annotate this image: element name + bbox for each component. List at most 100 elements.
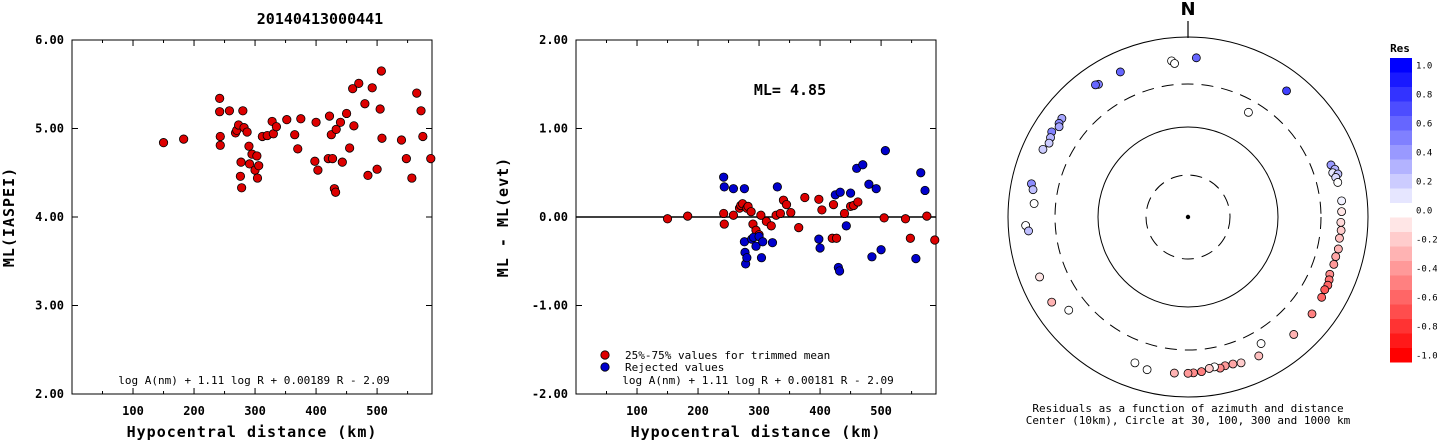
station-point	[1204, 364, 1214, 373]
colorbar-cells	[1390, 58, 1412, 363]
y-axis-title: ML(IASPEI)	[0, 167, 18, 267]
station-point	[1331, 252, 1341, 261]
rejected-point	[719, 172, 729, 182]
residual-distance-plot: 100 200 300 400 500 -2.00 -1.00 0.00 1.00 2.00 M…	[494, 33, 940, 441]
rejected-point	[767, 238, 778, 248]
x-ticks: 100 200 300 400 500	[102, 40, 409, 418]
data-points	[158, 66, 436, 197]
data-point	[237, 183, 247, 193]
x-axis-title: Hypocentral distance (km)	[631, 423, 882, 441]
colorbar-tick-label: 0.2	[1416, 177, 1432, 187]
ring-30km	[1145, 174, 1231, 260]
data-point	[215, 140, 225, 150]
center-dot	[1185, 214, 1191, 220]
data-point	[293, 144, 303, 154]
y-ticks: 2.00 3.00 4.00 5.00 6.00	[35, 33, 432, 401]
colorbar-tick-label: -0.8	[1416, 322, 1437, 332]
trimmed-point	[814, 194, 824, 204]
rejected-point	[758, 237, 768, 247]
rejected-point	[835, 187, 845, 197]
station-point	[1282, 86, 1291, 96]
station-point	[1320, 285, 1330, 295]
data-point	[179, 134, 189, 144]
trimmed-point	[900, 214, 911, 224]
y-tick-label: 3.00	[35, 299, 64, 313]
station-point	[1142, 365, 1152, 375]
station-point	[1333, 178, 1343, 187]
rejected-point	[864, 179, 874, 189]
station-point	[1029, 199, 1039, 208]
trimmed-point	[662, 214, 673, 224]
formula-label: log A(nm) + 1.11 log R + 0.00181 R - 2.0…	[622, 374, 894, 387]
colorbar-tick-label: 0.0	[1416, 206, 1432, 216]
data-point	[313, 165, 323, 175]
formula-label: log A(nm) + 1.11 log R + 0.00189 R - 2.0…	[118, 374, 390, 387]
station-point	[1254, 351, 1264, 361]
data-point	[367, 83, 377, 93]
y-tick-label: 1.00	[539, 122, 568, 136]
colorbar-cell	[1390, 217, 1412, 232]
data-point	[354, 78, 364, 88]
rejected-point	[841, 221, 851, 231]
data-point	[341, 108, 352, 119]
colorbar-cell	[1390, 246, 1412, 261]
station-point	[1047, 297, 1057, 307]
station-point	[1335, 233, 1344, 243]
trimmed-point	[775, 208, 786, 219]
colorbar-cell	[1390, 319, 1412, 334]
station-point	[1256, 339, 1266, 348]
x-tick-label: 100	[122, 404, 144, 418]
colorbar-cell	[1390, 333, 1412, 348]
trimmed-point	[800, 192, 810, 203]
station-point	[1035, 272, 1044, 282]
data-point	[235, 171, 246, 181]
data-point	[236, 157, 246, 167]
data-point	[345, 143, 355, 153]
trimmed-point	[746, 207, 756, 217]
data-point	[335, 117, 346, 127]
x-tick-label: 100	[626, 404, 648, 418]
rejected-point	[751, 241, 761, 251]
colorbar-cell	[1390, 304, 1412, 319]
colorbar-cell	[1390, 130, 1412, 145]
station-point	[1064, 305, 1074, 315]
trimmed-point	[817, 205, 827, 215]
x-tick-label: 300	[748, 404, 770, 418]
residual-colorbar: Res 1.0 0.8 0.6 0.4 0.2 0.0 -0.2 -0.4 -0.6 -0.8 -1…	[1390, 42, 1437, 363]
x-axis-title: Hypocentral distance (km)	[127, 423, 378, 441]
station-point	[1170, 59, 1179, 68]
colorbar-cell	[1390, 72, 1412, 87]
station-point	[1091, 80, 1100, 90]
rejected-point	[728, 184, 739, 194]
y-tick-label: 0.00	[539, 210, 568, 224]
data-point	[337, 157, 347, 167]
colorbar-title: Res	[1390, 42, 1410, 55]
data-point	[360, 99, 370, 109]
x-tick-label: 200	[687, 404, 709, 418]
x-tick-label: 300	[244, 404, 266, 418]
data-point	[244, 159, 255, 169]
rejected-point	[814, 234, 824, 244]
station-point	[1024, 226, 1033, 236]
data-point	[290, 130, 300, 140]
data-point	[377, 133, 387, 143]
y-ticks: -2.00 -1.00 0.00 1.00 2.00	[532, 33, 936, 401]
station-point	[1191, 53, 1201, 63]
colorbar-cell	[1390, 145, 1412, 160]
colorbar-tick-label: -0.2	[1416, 235, 1437, 245]
data-point	[330, 187, 341, 197]
colorbar-cell	[1390, 174, 1412, 189]
y-tick-label: 6.00	[35, 33, 64, 47]
colorbar-tick-label: -0.4	[1416, 264, 1437, 274]
y-tick-label: -1.00	[532, 299, 568, 313]
station-point	[1028, 185, 1038, 195]
data-point	[372, 164, 382, 174]
station-point	[1333, 244, 1343, 254]
ring-100km	[1097, 126, 1279, 308]
magnitude-distance-plot: 100 200 300 400 500 2.00 3.00 4.00 5.00 6.00 log…	[0, 33, 436, 441]
rejected-point	[834, 266, 845, 276]
station-point	[1329, 259, 1339, 269]
plot-frame	[71, 39, 433, 395]
y-tick-label: -2.00	[532, 387, 568, 401]
colorbar-tick-label: 0.4	[1416, 148, 1432, 158]
